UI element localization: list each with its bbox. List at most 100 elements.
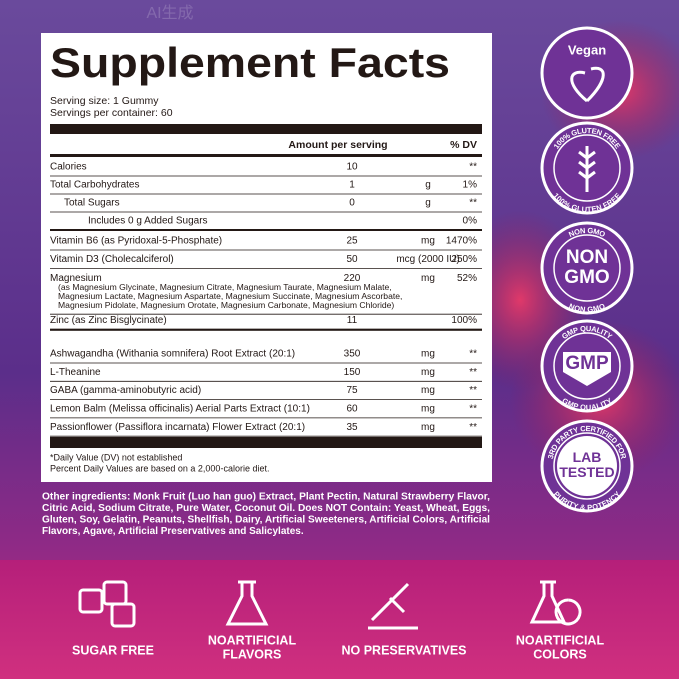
other-ingredients: Gluten, Soy, Gelatin, Peanuts, Shellfish… [42, 515, 490, 526]
watermark: AI生成 [146, 4, 193, 22]
nutrient-name: Zinc (as Zinc Bisglycinate) [50, 315, 167, 326]
nutrient-dv: 100% [451, 315, 477, 326]
nutrient-name: L-Theanine [50, 367, 101, 378]
nutrient-name: Total Carbohydrates [50, 180, 140, 191]
icon [110, 602, 136, 628]
servings-per-container: Servings per container: 60 [50, 107, 173, 119]
header-amount: Amount per serving [288, 139, 387, 151]
nutrient-unit: mg [421, 349, 435, 360]
other-ingredients: Flavors, Agave, Artificial Preservatives… [42, 526, 304, 537]
nutrient-dv: ** [469, 367, 477, 378]
nutrient-unit: mg [421, 367, 435, 378]
nutrient-name: Vitamin B6 (as Pyridoxal-5-Phosphate) [50, 236, 222, 247]
nutrient-name: Lemon Balm (Melissa officinalis) Aerial … [50, 404, 310, 415]
nutrient-amount: 60 [346, 404, 358, 415]
feature-label: COLORS [533, 647, 586, 661]
nutrient-note: Magnesium Pidolate, Magnesium Orotate, M… [58, 300, 394, 310]
nutrient-amount: 10 [346, 162, 358, 173]
leaf-icon [570, 66, 605, 103]
nutrient-unit: mg [421, 273, 435, 284]
feature-label: NO PRESERVATIVES [341, 643, 466, 657]
nutrient-dv: ** [469, 385, 477, 396]
nutrient-note: Magnesium Lactate, Magnesium Aspartate, … [58, 291, 402, 301]
gmp-shield [563, 352, 611, 386]
badge: Vegan [540, 26, 634, 120]
nutrient-amount: 1 [349, 180, 355, 191]
nutrient-amount: 75 [346, 385, 358, 396]
nutrient-name: Includes 0 g Added Sugars [88, 216, 208, 227]
nutrient-dv: ** [469, 404, 477, 415]
badge-circle [540, 26, 634, 120]
icon [78, 588, 104, 614]
icon [529, 580, 582, 626]
facts-panel [41, 33, 492, 482]
nutrient-unit: mg [421, 385, 435, 396]
nutrient-dv: ** [469, 349, 477, 360]
badge-label: TESTED [559, 464, 614, 480]
other-ingredients: Citric Acid, Sodium Citrate, Pure Water,… [42, 503, 490, 514]
footnote: Percent Daily Values are based on a 2,00… [50, 463, 269, 473]
feature-icons [78, 580, 582, 630]
nutrient-unit: mg [421, 236, 435, 247]
icon [225, 580, 269, 626]
section-rule [50, 328, 482, 331]
serving-size: Serving size: 1 Gummy [50, 95, 159, 107]
nutrient-note: (as Magnesium Glycinate, Magnesium Citra… [58, 282, 392, 292]
nutrient-dv: 1470% [446, 236, 477, 247]
badge-label: GMP [565, 353, 609, 374]
thick-bar [50, 437, 482, 448]
thick-bar [50, 124, 482, 134]
header-rule [50, 154, 482, 157]
nutrient-dv: 0% [463, 216, 478, 227]
nutrient-name: Total Sugars [64, 198, 120, 209]
badge-inner-ring [553, 134, 621, 202]
badge-label: NON [566, 247, 608, 268]
nutrient-amount: 25 [346, 236, 358, 247]
badge-inner-ring [553, 234, 621, 302]
nutrient-name: Passionflower (Passiflora incarnata) Flo… [50, 422, 305, 433]
nutrient-amount: 150 [344, 367, 361, 378]
nutrient-amount: 350 [344, 349, 361, 360]
nutrient-amount: 11 [347, 315, 358, 326]
nutrient-unit: g [425, 198, 431, 209]
badge-inner-ring [553, 332, 621, 400]
badge-ring-text: NON GMO [567, 226, 607, 239]
nutrient-dv: ** [469, 162, 477, 173]
badge-circle [540, 221, 634, 315]
nutrient-dv: 52% [457, 273, 477, 284]
feature-label: FLAVORS [223, 647, 282, 661]
nutrient-name: Calories [50, 162, 87, 173]
nutrient-name: Vitamin D3 (Cholecalciferol) [50, 254, 174, 265]
badge-label: LAB [573, 449, 602, 465]
nutrient-dv: ** [469, 422, 477, 433]
nutrient-amount: 50 [346, 254, 358, 265]
header-dv: % DV [450, 139, 477, 151]
nutrient-name: GABA (gamma-aminobutyric acid) [50, 385, 201, 396]
nutrient-name: Magnesium [50, 273, 102, 284]
feature-label: NOARTIFICIAL [516, 633, 605, 647]
feature-label: NOARTIFICIAL [208, 633, 297, 647]
feature-label: SUGAR FREE [72, 643, 154, 657]
nutrient-unit: mcg (2000 IU) [396, 254, 459, 265]
lab-seal [557, 436, 617, 496]
footnote: *Daily Value (DV) not established [50, 452, 182, 462]
badge-label: Vegan [568, 42, 606, 57]
other-ingredients: Other ingredients: Monk Fruit (Luo han g… [42, 492, 490, 503]
nutrient-amount: 220 [344, 273, 361, 284]
nutrient-unit: g [425, 180, 431, 191]
badge-ring-text: NON GMO [568, 301, 607, 314]
badge-ring-text: NON GMO [567, 226, 607, 239]
nutrient-dv: 250% [451, 254, 477, 265]
wheat-icon [578, 146, 596, 192]
nutrient-unit: mg [421, 422, 435, 433]
badge-inner-ring [553, 432, 621, 500]
nutrient-unit: mg [421, 404, 435, 415]
nutrient-amount: 35 [346, 422, 358, 433]
nutrient-dv: 1% [463, 180, 478, 191]
icon [368, 582, 418, 630]
badge-ring-text: NON GMO [568, 301, 607, 314]
